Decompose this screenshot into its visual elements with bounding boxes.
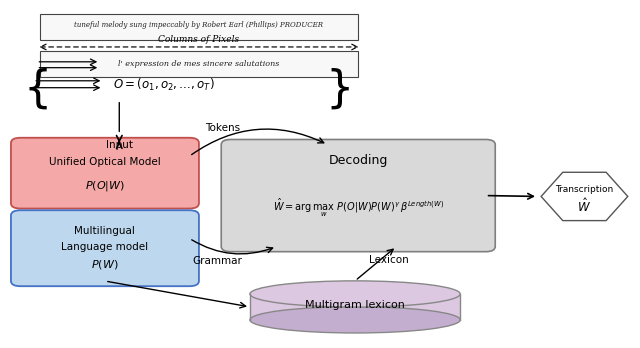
Text: $\hat{W} = \arg\max_w\ P(O|W)P(W)^\gamma \beta^{Length(W)}$: $\hat{W} = \arg\max_w\ P(O|W)P(W)^\gamma… xyxy=(273,197,444,219)
Text: $P(O|W)$: $P(O|W)$ xyxy=(85,180,125,193)
Text: }: } xyxy=(325,68,353,111)
Text: Grammar: Grammar xyxy=(193,256,243,266)
Text: Multilingual: Multilingual xyxy=(74,226,136,236)
Text: {: { xyxy=(24,68,52,111)
Text: Unified Optical Model: Unified Optical Model xyxy=(49,157,161,167)
Text: tuneful melody sung impeccably by Robert Earl (Phillips) PRODUCER: tuneful melody sung impeccably by Robert… xyxy=(74,21,323,29)
FancyBboxPatch shape xyxy=(221,140,495,252)
Ellipse shape xyxy=(250,281,460,307)
Text: Language model: Language model xyxy=(61,242,148,252)
Text: Decoding: Decoding xyxy=(328,155,388,167)
Text: $O = (o_1, o_2, \ldots, o_T)$: $O = (o_1, o_2, \ldots, o_T)$ xyxy=(113,77,214,93)
FancyBboxPatch shape xyxy=(40,51,358,77)
FancyBboxPatch shape xyxy=(11,138,199,208)
Text: $\hat{W}$: $\hat{W}$ xyxy=(577,197,591,215)
Text: Multigram lexicon: Multigram lexicon xyxy=(305,300,405,310)
Text: Input: Input xyxy=(106,140,132,150)
FancyBboxPatch shape xyxy=(11,210,199,286)
Ellipse shape xyxy=(250,307,460,333)
FancyBboxPatch shape xyxy=(40,14,358,40)
Text: Tokens: Tokens xyxy=(205,122,241,133)
Text: Lexicon: Lexicon xyxy=(369,255,409,265)
Text: Transcription: Transcription xyxy=(556,185,614,194)
Text: Columns of Pixels: Columns of Pixels xyxy=(158,35,239,44)
Bar xyxy=(250,294,460,320)
Polygon shape xyxy=(541,172,628,221)
Text: $P(W)$: $P(W)$ xyxy=(91,258,118,271)
Text: l' expression de mes sincere salutations: l' expression de mes sincere salutations xyxy=(118,60,280,68)
